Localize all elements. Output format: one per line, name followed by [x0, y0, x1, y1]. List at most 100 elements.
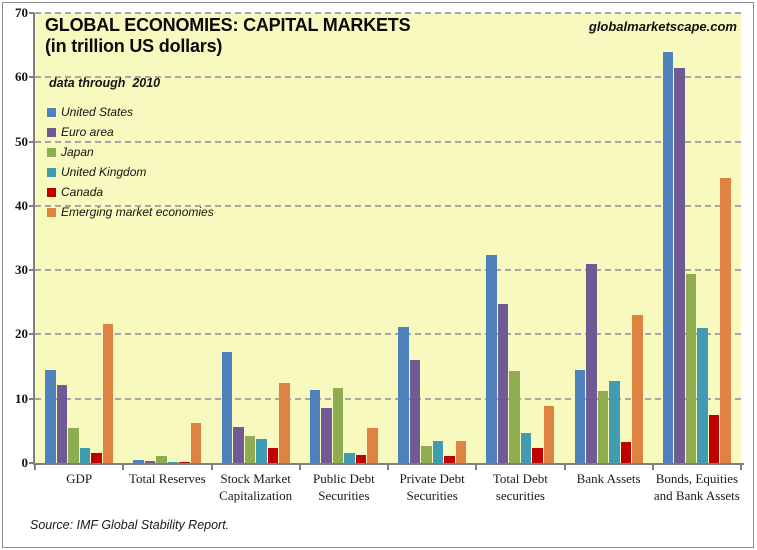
y-axis-tick-label: 10 — [15, 390, 28, 406]
bar-japan-gdp — [68, 427, 79, 463]
x-axis-category-label: Bonds, Equities and Bank Assets — [653, 471, 740, 503]
bar-canada-private-debt-securities — [444, 455, 455, 463]
bar-emerging-market-economies-public-debt-securities — [367, 427, 378, 463]
bar-united-states-total-reserves — [133, 459, 144, 463]
data-note: data through 2010 — [49, 76, 161, 90]
x-axis-tick — [475, 464, 478, 470]
bar-canada-bonds-equities-and-bank-assets — [708, 415, 720, 463]
bar-canada-gdp — [91, 452, 102, 463]
x-axis-category-label: Stock Market Capitalization — [219, 471, 293, 503]
legend-swatch-icon — [47, 187, 56, 197]
bar-united-states-gdp — [45, 369, 56, 463]
bar-emerging-market-economies-bonds-equities-and-bank-assets — [720, 177, 731, 463]
bar-united-kingdom-bank-assets — [609, 381, 620, 463]
x-axis-tick — [563, 464, 566, 470]
y-axis-tick — [29, 269, 34, 272]
y-axis-tick — [29, 76, 34, 79]
bar-united-states-stock-market-capitalization — [221, 351, 233, 463]
legend-item-united-states: United States — [47, 102, 214, 122]
legend-swatch-icon — [47, 147, 56, 157]
bar-euro-area-stock-market-capitalization — [233, 427, 244, 463]
bar-japan-public-debt-securities — [332, 387, 344, 463]
legend-item-japan: Japan — [47, 142, 214, 162]
y-axis-tick-label: 40 — [15, 197, 28, 213]
y-axis-tick — [29, 462, 34, 464]
bar-japan-total-debt-securities — [509, 371, 520, 463]
bar-japan-bonds-equities-and-bank-assets — [685, 274, 697, 463]
bar-canada-public-debt-securities — [355, 455, 367, 463]
watermark-url: globalmarketscape.com — [588, 19, 737, 34]
x-axis-tick — [740, 464, 742, 470]
y-axis-tick-label: 50 — [15, 133, 28, 149]
x-axis-tick — [122, 464, 125, 470]
bar-japan-bank-assets — [597, 391, 609, 463]
bar-united-kingdom-stock-market-capitalization — [256, 439, 267, 463]
bar-emerging-market-economies-total-reserves — [190, 422, 202, 463]
source-note: Source: IMF Global Stability Report. — [30, 518, 230, 532]
bar-united-kingdom-public-debt-securities — [344, 453, 355, 463]
bar-united-kingdom-private-debt-securities — [432, 440, 444, 463]
bar-emerging-market-economies-private-debt-securities — [455, 441, 467, 463]
gridline-20 — [35, 333, 741, 336]
x-axis-category-label: Private Debt Securities — [399, 471, 465, 503]
legend: United States Euro area Japan United Kingdo… — [47, 102, 214, 222]
bar-united-states-bonds-equities-and-bank-assets — [662, 51, 674, 463]
bar-japan-stock-market-capitalization — [244, 436, 256, 463]
bar-canada-total-reserves — [179, 461, 190, 463]
x-axis-category-label: Total Reserves — [129, 471, 206, 486]
x-axis-tick — [298, 464, 301, 470]
legend-label: Emerging market economies — [61, 205, 214, 219]
legend-swatch-icon — [47, 207, 56, 217]
x-axis-category-label: GDP — [66, 471, 93, 486]
bar-japan-total-reserves — [156, 455, 167, 463]
gridline-40 — [35, 204, 741, 207]
bar-euro-area-public-debt-securities — [321, 407, 332, 463]
x-axis-category-label: Total Debt securities — [492, 471, 548, 503]
y-axis-tick — [29, 140, 34, 143]
chart-title: GLOBAL ECONOMIES: CAPITAL MARKETS — [45, 15, 411, 35]
chart-subtitle: (in trillion US dollars) — [45, 36, 223, 56]
legend-swatch-icon — [47, 167, 56, 177]
legend-item-euro-area: Euro area — [47, 122, 214, 142]
legend-label: Euro area — [61, 125, 114, 139]
bar-united-kingdom-gdp — [79, 448, 91, 463]
y-axis-tick — [29, 12, 34, 14]
bar-emerging-market-economies-stock-market-capitalization — [279, 382, 290, 463]
bar-japan-private-debt-securities — [421, 445, 432, 463]
bar-emerging-market-economies-total-debt-securities — [543, 406, 555, 463]
bar-united-states-bank-assets — [574, 370, 586, 463]
y-axis-tick-label: 20 — [15, 326, 28, 342]
y-axis-tick-label: 70 — [15, 5, 28, 20]
legend-item-canada: Canada — [47, 182, 214, 202]
gridline-30 — [35, 269, 741, 272]
x-axis-tick — [651, 464, 654, 470]
bar-emerging-market-economies-gdp — [102, 323, 114, 463]
bar-euro-area-bank-assets — [586, 264, 597, 463]
x-axis-tick — [210, 464, 213, 470]
bar-euro-area-gdp — [56, 384, 68, 463]
legend-label: United States — [61, 105, 134, 119]
gridline-10 — [35, 397, 741, 400]
y-axis-tick-label: 30 — [15, 262, 28, 278]
bar-euro-area-total-reserves — [144, 461, 156, 463]
legend-swatch-icon — [47, 127, 56, 137]
chart-title-block: GLOBAL ECONOMIES: CAPITAL MARKETS (in tr… — [45, 15, 411, 57]
gridline-60 — [35, 76, 741, 79]
bar-canada-bank-assets — [620, 441, 632, 463]
x-axis-tick — [387, 464, 389, 470]
legend-label: United Kingdom — [61, 165, 147, 179]
y-axis-tick — [29, 333, 34, 336]
y-axis-tick — [29, 397, 34, 400]
gridline-70 — [35, 12, 741, 14]
y-axis-tick-label: 0 — [21, 455, 29, 470]
bar-united-states-private-debt-securities — [398, 327, 409, 463]
gridline-50 — [35, 140, 741, 143]
y-axis-tick-label: 60 — [15, 69, 28, 85]
bar-euro-area-total-debt-securities — [497, 303, 509, 463]
bar-canada-stock-market-capitalization — [267, 448, 279, 463]
x-axis-tick — [34, 464, 36, 470]
bar-emerging-market-economies-bank-assets — [632, 315, 643, 463]
legend-swatch-icon — [47, 107, 56, 117]
